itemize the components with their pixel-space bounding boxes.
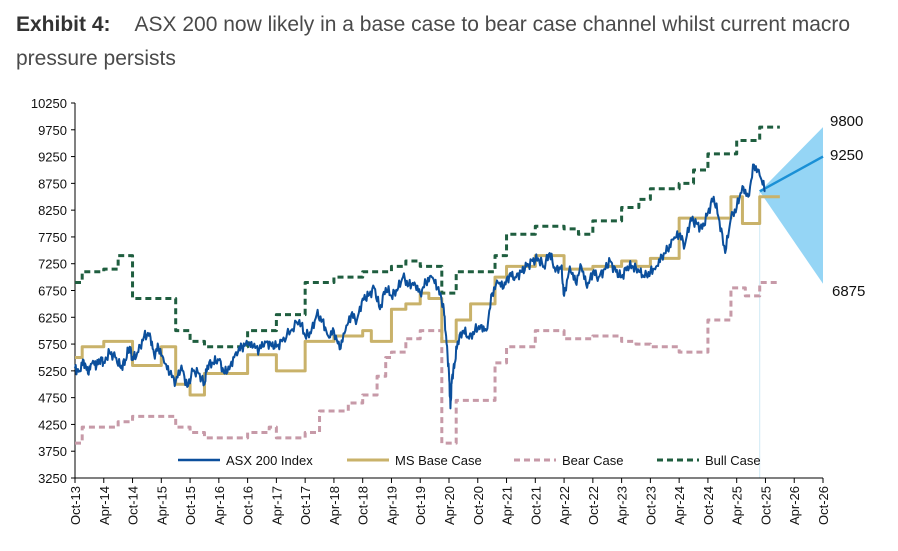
x-tick-label: Oct-20 (471, 486, 486, 525)
y-tick-label: 8250 (38, 203, 67, 218)
legend-item-bear: Bear Case (514, 453, 623, 468)
y-tick-label: 4750 (38, 391, 67, 406)
x-tick-label: Oct-14 (126, 486, 141, 525)
x-tick-label: Oct-17 (298, 486, 313, 525)
x-tick-label: Oct-15 (183, 486, 198, 525)
legend-label: ASX 200 Index (226, 453, 313, 468)
legend-item-bull: Bull Case (657, 453, 761, 468)
y-tick-label: 9250 (38, 150, 67, 165)
legend-label: Bear Case (562, 453, 623, 468)
x-tick-label: Oct-21 (528, 486, 543, 525)
chart-title-text: ASX 200 now likely in a base case to bea… (16, 13, 851, 70)
x-tick-label: Oct-25 (758, 486, 773, 525)
y-tick-label: 5250 (38, 364, 67, 379)
y-tick-label: 9750 (38, 123, 67, 138)
legend-label: MS Base Case (395, 453, 482, 468)
annotation-label: 9250 (830, 147, 863, 164)
exhibit-label: Exhibit 4: (16, 13, 111, 36)
x-tick-label: Apr-20 (442, 486, 457, 525)
x-tick-label: Apr-23 (615, 486, 630, 525)
legend: ASX 200 Index MS Base Case Bear Case Bull C… (178, 453, 761, 468)
axes-layer: 3250 3750 4250 4750 5250 5750 6250 6750 7250 7750… (31, 96, 831, 525)
annotation-layer: 9800 9250 6875 (830, 113, 865, 300)
y-tick-label: 8750 (38, 176, 67, 191)
x-tick-label: Apr-22 (557, 486, 572, 525)
y-tick-label: 3250 (38, 471, 67, 486)
x-tick-label: Oct-26 (816, 486, 831, 525)
y-tick-label: 4250 (38, 417, 67, 432)
x-tick-label: Oct-16 (241, 486, 256, 525)
x-tick-label: Apr-15 (154, 486, 169, 525)
x-tick-label: Oct-23 (643, 486, 658, 525)
chart-title: Exhibit 4: ASX 200 now likely in a base c… (16, 8, 886, 76)
x-tick-label: Apr-16 (212, 486, 227, 525)
y-tick-label: 5750 (38, 337, 67, 352)
y-tick-label: 10250 (31, 96, 67, 111)
forecast-base-line (759, 155, 824, 193)
asx200-index-line (74, 163, 766, 410)
x-tick-label: Apr-17 (269, 486, 284, 525)
x-tick-label: Oct-22 (586, 486, 601, 525)
x-tick-label: Apr-14 (97, 486, 112, 525)
y-tick-label: 6250 (38, 310, 67, 325)
legend-label: Bull Case (705, 453, 761, 468)
annotation-label: 6875 (832, 283, 865, 300)
x-tick-label: Apr-19 (384, 486, 399, 525)
x-tick-label: Apr-21 (500, 486, 515, 525)
x-tick-label: Apr-25 (730, 486, 745, 525)
legend-item-base: MS Base Case (347, 453, 482, 468)
x-tick-label: Oct-18 (356, 486, 371, 525)
x-tick-label: Oct-19 (413, 486, 428, 525)
legend-item-asx200: ASX 200 Index (178, 453, 313, 468)
forecast-cone-layer (759, 127, 824, 478)
y-tick-label: 7750 (38, 230, 67, 245)
bear-case-line (75, 280, 780, 445)
y-tick-label: 6750 (38, 284, 67, 299)
annotation-label: 9800 (830, 113, 863, 130)
forecast-cone (759, 127, 823, 284)
x-tick-label: Apr-26 (787, 486, 802, 525)
y-tick-label: 3750 (38, 444, 67, 459)
x-tick-label: Oct-24 (701, 486, 716, 525)
x-tick-label: Oct-13 (68, 486, 83, 525)
x-tick-label: Apr-18 (327, 486, 342, 525)
x-tick-label: Apr-24 (672, 486, 687, 525)
y-tick-label: 7250 (38, 257, 67, 272)
series-layer (74, 125, 780, 445)
